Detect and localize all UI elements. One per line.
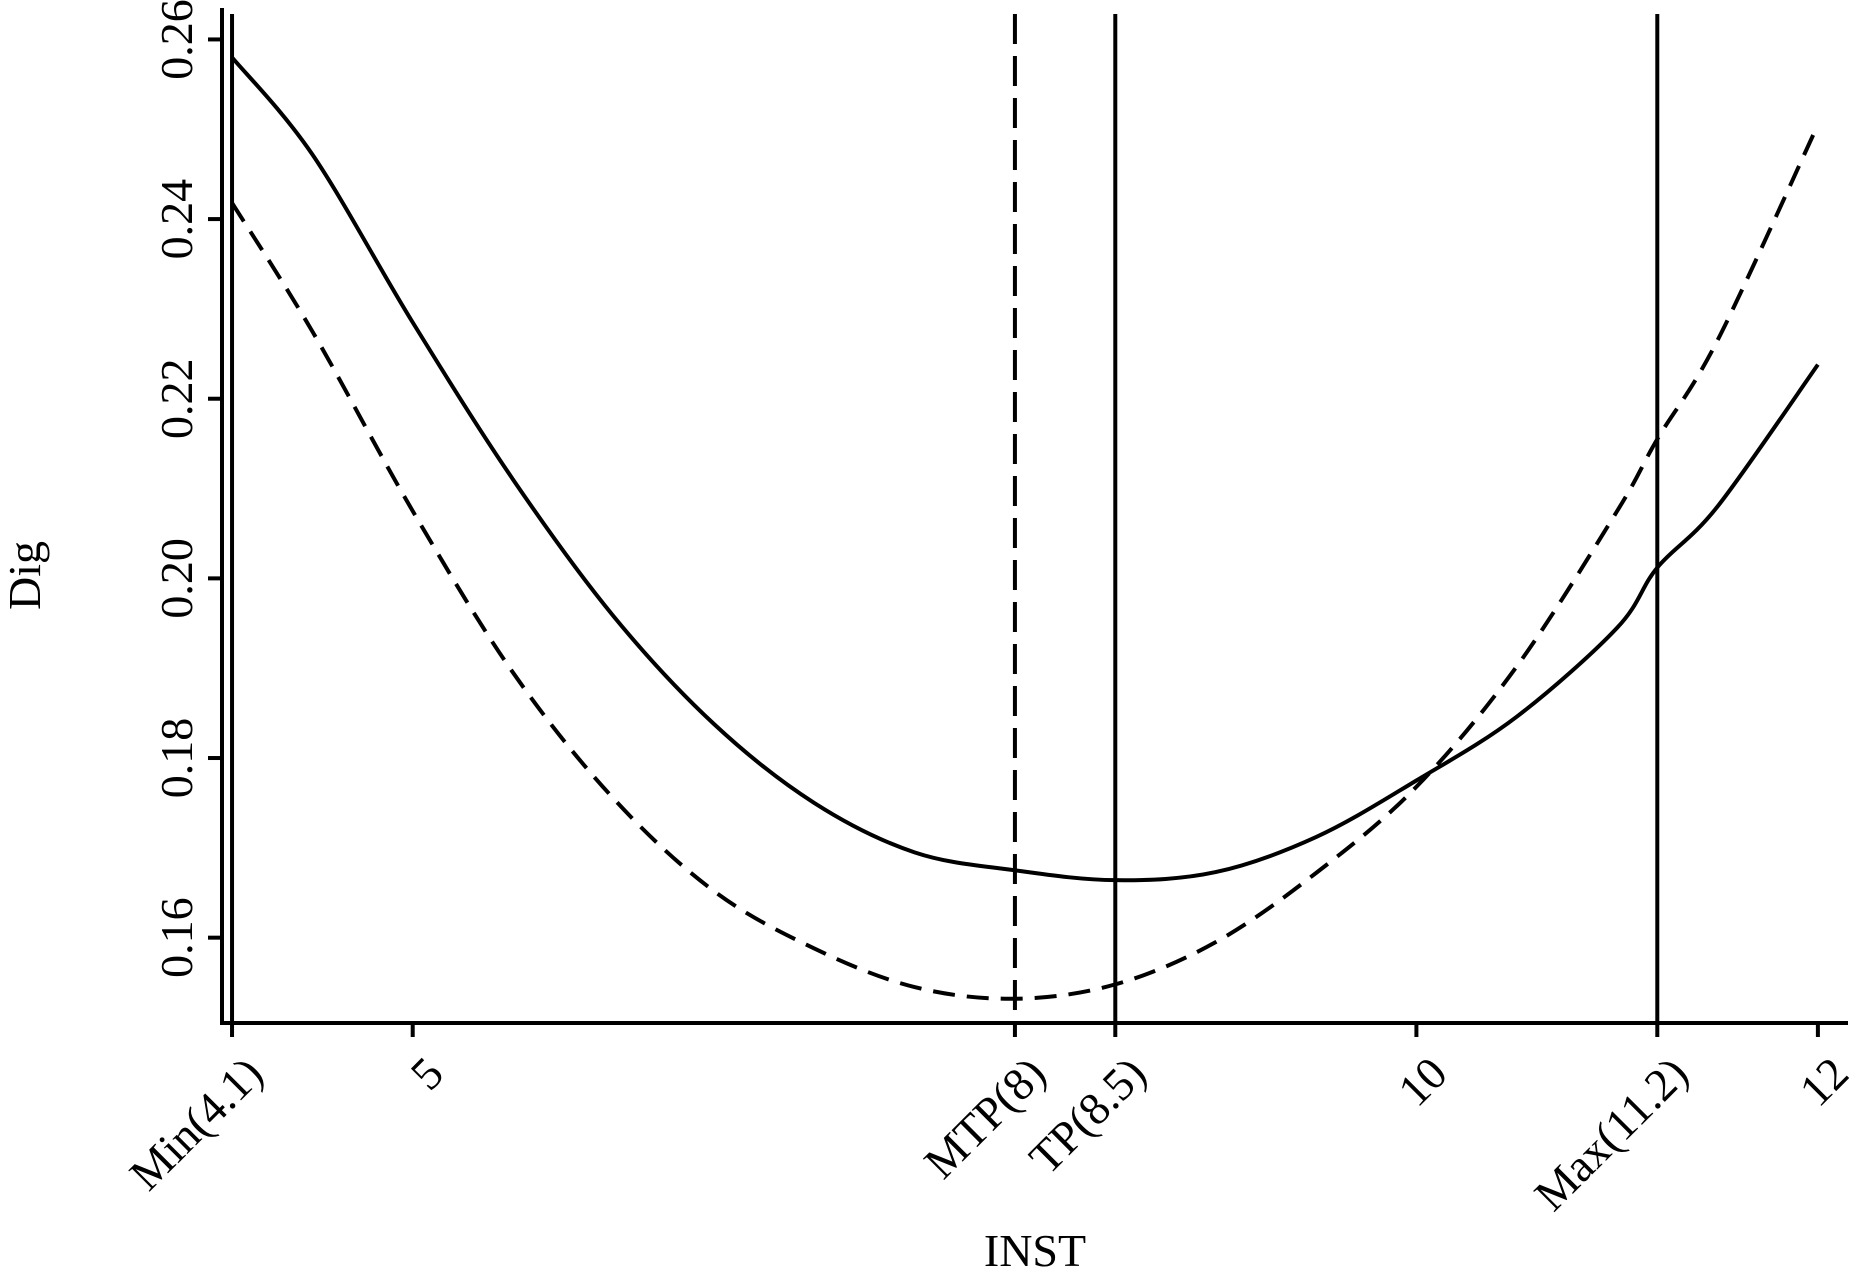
x-tick-label: TP(8.5) [1019,1047,1155,1183]
series-layer [230,56,1820,1001]
y-axis-ticks: 0.16 0.18 0.20 0.22 0.24 0.26 [151,0,222,978]
x-tick-label: MTP(8) [914,1047,1055,1188]
y-tick-label: 0.24 [151,179,202,260]
x-tick-label: 12 [1790,1047,1859,1116]
y-tick-label: 0.26 [151,0,202,80]
x-axis-title: INST [984,1225,1086,1272]
x-tick-label: Min(4.1) [120,1047,273,1200]
x-tick-label: 5 [401,1047,453,1099]
x-axis-ticks: Min(4.1) 5 MTP(8)TP(8.5) 10 Max(11.2) 12 [120,1023,1858,1220]
series-line-dashed [230,123,1820,1001]
x-tick-label: 10 [1388,1047,1457,1116]
y-tick-label: 0.20 [151,538,202,619]
y-tick-label: 0.16 [151,897,202,978]
y-tick-label: 0.18 [151,718,202,799]
y-tick-label: 0.22 [151,358,202,439]
y-axis-title: Dig [0,541,50,610]
series-line-solid [230,56,1820,883]
axes [220,8,1848,1025]
x-tick-label: Max(11.2) [1524,1047,1697,1220]
reference-lines [230,14,1660,1023]
